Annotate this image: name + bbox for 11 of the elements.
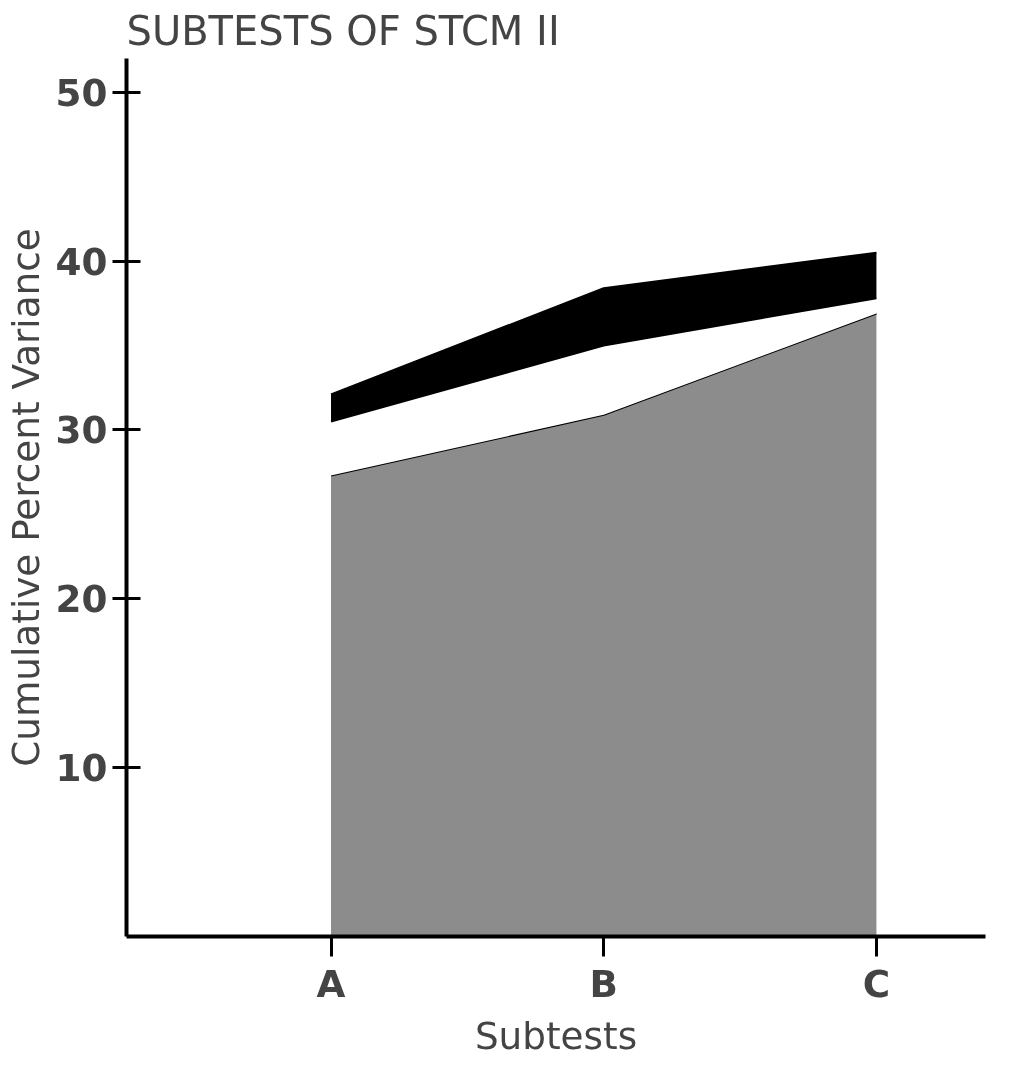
y-tick-label: 10 xyxy=(55,746,108,791)
chart-title: SUBTESTS OF STCM II xyxy=(126,7,560,54)
x-axis-title: Subtests xyxy=(474,1013,638,1058)
y-tick-label: 50 xyxy=(55,70,108,115)
x-tick-label: A xyxy=(316,961,346,1006)
y-axis-title: Cumulative Percent Variance xyxy=(3,228,48,767)
y-tick-label: 30 xyxy=(55,408,108,453)
y-tick-label: 40 xyxy=(55,239,108,284)
y-tick-label: 20 xyxy=(55,577,108,622)
x-tick-label: B xyxy=(589,961,618,1006)
x-tick-label: C xyxy=(862,961,891,1006)
